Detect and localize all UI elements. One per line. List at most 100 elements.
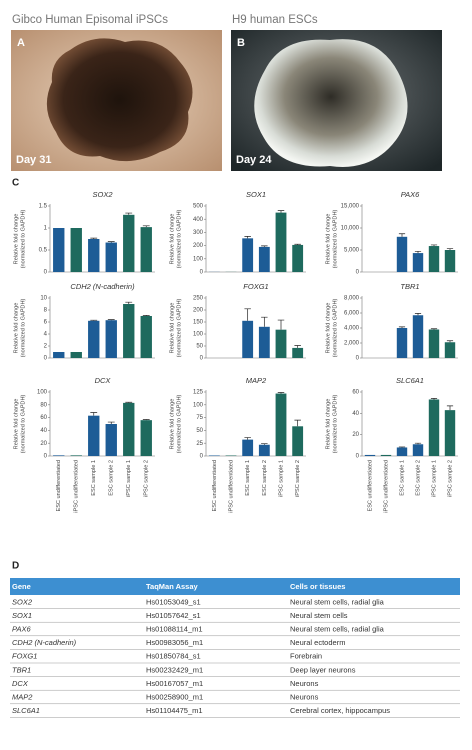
error-bar	[277, 392, 285, 394]
error-bar	[294, 243, 301, 245]
bar	[292, 244, 304, 272]
y-tick-label: 2,000	[344, 341, 360, 347]
bar	[105, 320, 117, 358]
error-bar	[90, 237, 98, 239]
x-tick-label: iPSC sample 1	[126, 460, 132, 497]
error-bar	[125, 401, 133, 403]
table-cell: CDH2 (N-cadherin)	[12, 638, 77, 647]
y-tick-label: 20	[40, 441, 47, 447]
panel-title: Gibco Human Episomal iPSCs	[12, 14, 168, 26]
y-tick-label: 200	[193, 308, 204, 314]
bar	[140, 420, 152, 456]
panel-label: A	[17, 37, 25, 49]
error-bar	[261, 443, 268, 445]
chart-title: SOX1	[246, 190, 266, 199]
y-tick-label: 50	[196, 428, 203, 434]
error-bar	[446, 248, 454, 250]
photo-a	[11, 30, 222, 171]
table-cell: Neural ectoderm	[290, 638, 345, 647]
y-tick-label: 0	[44, 356, 48, 362]
error-bar	[244, 236, 251, 239]
y-tick-label: 40	[40, 428, 47, 434]
y-tick-label: 100	[37, 390, 48, 396]
bar	[123, 214, 135, 272]
y-axis-label: (normalized to GAPDH)	[332, 394, 338, 453]
y-axis-label: (normalized to GAPDH)	[332, 209, 338, 268]
bar	[412, 444, 424, 456]
y-tick-label: 400	[193, 217, 204, 223]
bar	[242, 320, 254, 358]
y-tick-label: 1.5	[39, 204, 48, 210]
x-tick-label: ESC sample 2	[109, 460, 115, 496]
table-cell: Neural stem cells	[290, 611, 348, 620]
error-bar	[414, 442, 422, 445]
x-tick-label: iPSC sample 2	[144, 460, 150, 497]
bar	[140, 227, 152, 272]
y-axis-label: Relative fold change	[13, 399, 19, 450]
bar	[444, 250, 456, 272]
photo-caption: Day 31	[16, 154, 51, 166]
bar	[53, 352, 65, 358]
table-cell: Forebrain	[290, 652, 322, 661]
bar	[242, 439, 254, 456]
bar	[242, 238, 254, 272]
bar	[258, 444, 270, 456]
bar	[380, 454, 392, 456]
photo-b	[231, 30, 442, 171]
y-tick-label: 100	[193, 402, 204, 408]
bar	[428, 329, 440, 358]
table-cell: Hs00232429_m1	[146, 665, 203, 674]
bar	[53, 228, 65, 272]
y-tick-label: 0	[356, 356, 360, 362]
bar	[123, 304, 135, 358]
x-tick-label: iPSC sample 2	[447, 460, 453, 497]
error-bar	[430, 398, 438, 400]
bar	[275, 329, 287, 358]
photo-caption: Day 24	[236, 154, 272, 166]
table-cell: MAP2	[12, 692, 33, 701]
y-axis-label: (normalized to GAPDH)	[20, 298, 26, 357]
chart-title: TBR1	[400, 282, 419, 291]
panel-label: D	[12, 561, 19, 572]
table-cell: Neurons	[290, 692, 319, 701]
table-header: Gene	[12, 582, 31, 591]
y-tick-label: 40	[352, 411, 359, 417]
table-cell: DCX	[12, 679, 29, 688]
error-bar	[261, 245, 268, 247]
y-axis-label: (normalized to GAPDH)	[176, 209, 182, 268]
chart-title: CDH2 (N-cadherin)	[70, 282, 135, 291]
table-cell: Hs01088114_m1	[146, 624, 203, 633]
y-tick-label: 0	[200, 454, 204, 460]
error-bar	[277, 319, 285, 330]
bar	[412, 315, 424, 358]
y-axis-label: (normalized to GAPDH)	[176, 394, 182, 453]
error-bar	[294, 345, 301, 348]
y-tick-label: 25	[196, 441, 203, 447]
bar	[396, 328, 408, 358]
y-tick-label: 4	[44, 332, 48, 338]
error-bar	[398, 233, 406, 237]
y-tick-label: 0	[200, 356, 204, 362]
bar	[396, 447, 408, 456]
bar	[123, 402, 135, 456]
x-tick-label: ESC sample 1	[91, 460, 97, 496]
x-tick-label: ESC undifferentiated	[56, 460, 62, 512]
table-cell: Neural stem cells, radial glia	[290, 624, 385, 633]
y-axis-label: (normalized to GAPDH)	[176, 298, 182, 357]
error-bar	[398, 326, 406, 328]
table-cell: FOXG1	[12, 652, 37, 661]
y-tick-label: 1	[44, 226, 48, 232]
x-tick-label: ESC sample 1	[245, 460, 251, 496]
table-cell: SLC6A1	[12, 706, 40, 715]
bar	[70, 228, 82, 272]
error-bar	[107, 319, 115, 321]
table: Gene TaqMan Assay Cells or tissues SOX2 Hs01…	[10, 578, 460, 718]
y-tick-label: 6,000	[344, 311, 360, 317]
table-header: TaqMan Assay	[146, 582, 199, 591]
bar	[225, 455, 237, 456]
y-tick-label: 50	[196, 344, 203, 350]
bar	[412, 253, 424, 272]
table-cell: Hs00167057_m1	[146, 679, 203, 688]
bar	[70, 352, 82, 358]
